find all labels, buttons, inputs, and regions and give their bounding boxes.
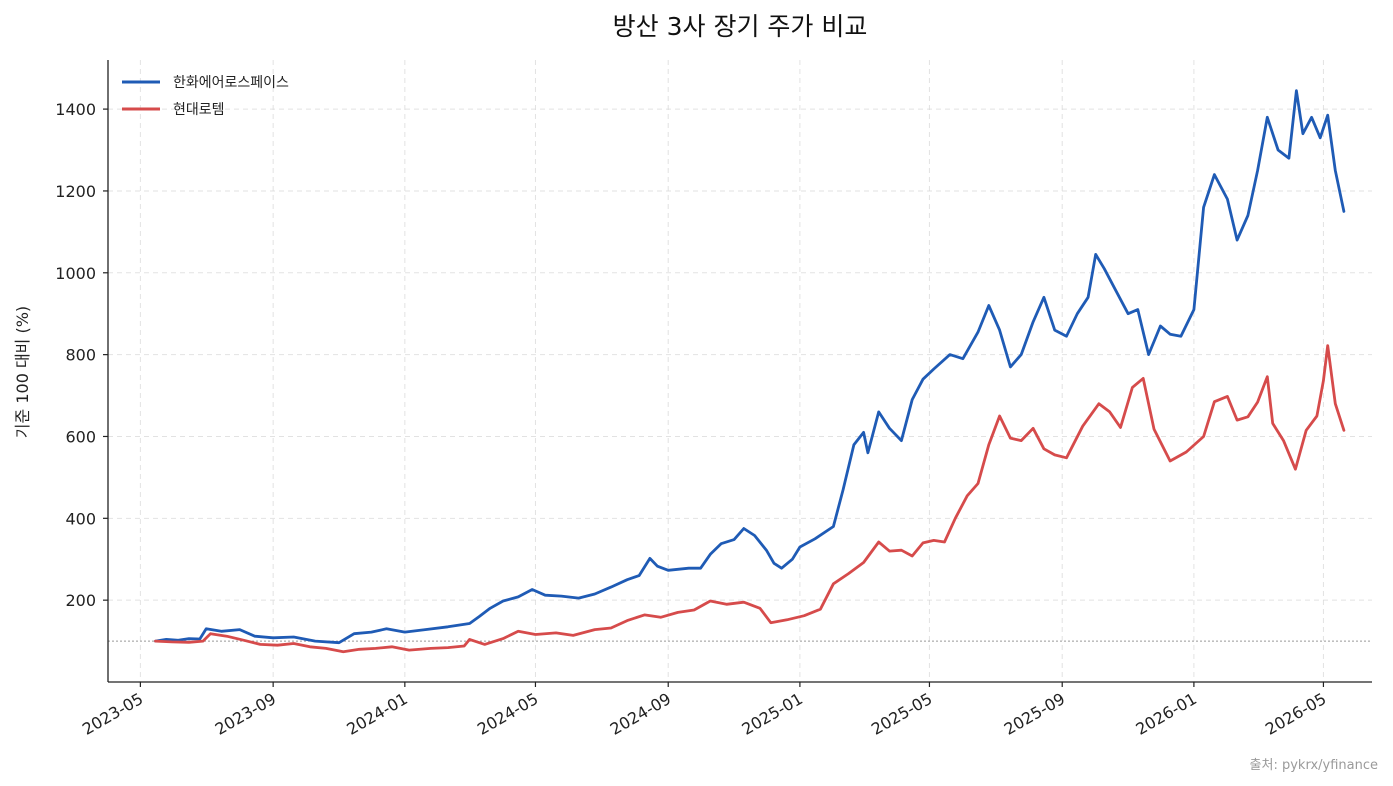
legend-label-1: 현대로템 <box>173 102 225 118</box>
x-tick-label: 2025-01 <box>739 689 806 739</box>
y-tick-label: 1200 <box>55 182 96 201</box>
y-ticks: 200 400 600 800 1000 1200 1400 <box>55 100 108 610</box>
y-tick-label: 200 <box>65 591 96 610</box>
legend-label-0: 한화에어로스페이스 <box>173 75 289 91</box>
series-line-1 <box>154 344 1346 654</box>
x-tick-label: 2026-05 <box>1262 689 1329 739</box>
source-note: 출처: pykrx/yfinance <box>1250 758 1378 773</box>
grid <box>108 60 1372 682</box>
y-tick-label: 600 <box>65 427 96 446</box>
chart-title: 방산 3사 장기 주가 비교 <box>613 12 868 41</box>
x-tick-label: 2024-05 <box>474 689 541 739</box>
series-lines <box>154 89 1346 654</box>
y-tick-label: 400 <box>65 509 96 528</box>
x-tick-label: 2024-01 <box>343 689 410 739</box>
series-line-0 <box>154 89 1346 645</box>
x-ticks: 2023-05 2023-09 2024-01 2024-05 2024-09 2025-… <box>79 682 1329 739</box>
y-tick-label: 1000 <box>55 264 96 283</box>
x-tick-label: 2025-09 <box>1001 689 1068 739</box>
y-axis-label: 기준 100 대비 (%) <box>13 306 32 438</box>
y-tick-label: 1400 <box>55 100 96 119</box>
y-tick-label: 800 <box>65 346 96 365</box>
x-tick-label: 2023-09 <box>212 689 279 739</box>
x-tick-label: 2025-05 <box>868 689 935 739</box>
x-tick-label: 2024-09 <box>607 689 674 739</box>
x-tick-label: 2023-05 <box>79 689 146 739</box>
x-tick-label: 2026-01 <box>1132 689 1199 739</box>
